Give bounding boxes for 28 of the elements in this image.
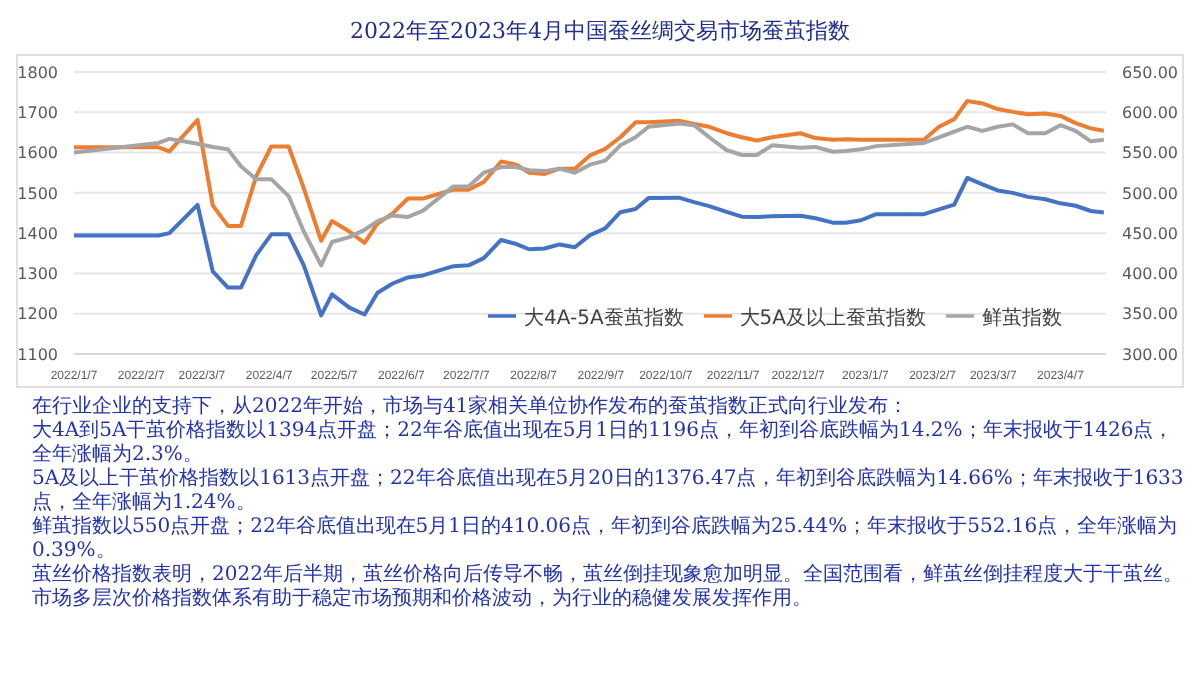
- text: 5A及以上干茧价格指数以1613点开盘；22年谷底值出现在5月20日的1376.47点，年初到谷底跌幅为14.66%；年末报收于1633点，全年涨幅为1.24%。: [32, 468, 1184, 515]
- y2-tick-label: 650.00: [1122, 63, 1178, 82]
- text: 大4A到5A干茧价格指数以1394点开盘；22年谷底值出现在5月1日的1196点，年初到谷底跌幅为14.2%；年末报收于1426点，全年涨幅为2.3%。: [32, 420, 1176, 467]
- y-tick-label: 1300: [17, 265, 58, 284]
- y2-tick-label: 600.00: [1122, 103, 1178, 122]
- y2-tick-label: 450.00: [1122, 224, 1178, 243]
- y-tick-label: 1800: [17, 63, 58, 82]
- y2-tick-label: 550.00: [1122, 144, 1178, 163]
- line-series: [74, 121, 1106, 268]
- y-tick-label: 1600: [17, 144, 58, 163]
- legend-label: 大5A及以上蚕茧指数: [739, 308, 926, 330]
- legend-label: 大4A-5A蚕茧指数: [524, 308, 684, 330]
- y2-tick-label: 350.00: [1122, 305, 1178, 324]
- text: 在行业企业的支持下，从2022年开始，市场与41家相关单位协作发布的蚕茧指数正式向行业发布：: [32, 396, 911, 419]
- legend-label: 鲜茧指数: [982, 308, 1062, 330]
- y-tick-label: 1200: [17, 305, 58, 324]
- y2-tick-label: 500.00: [1122, 184, 1178, 203]
- y2-tick-label: 300.00: [1122, 345, 1178, 364]
- y-tick-label: 1100: [17, 345, 58, 364]
- text: 茧丝价格指数表明，2022年后半期，茧丝价格向后传导不畅，茧丝倒挂现象愈加明显。全国范围看，鲜茧丝倒挂程度大于干茧丝。: [32, 564, 1184, 587]
- text: 鲜茧指数以550点开盘；22年谷底值出现在5月1日的410.06点，年初到谷底跌幅为25.44%；年末报收于552.16点，全年涨幅为0.39%。: [32, 516, 1180, 563]
- line-series: [74, 99, 1106, 245]
- text: 市场多层次价格指数体系有助于稳定市场预期和价格波动，为行业的稳健发展发挥作用。: [32, 588, 814, 612]
- y-tick-label: 1400: [17, 224, 58, 243]
- y2-tick-label: 400.00: [1122, 265, 1178, 284]
- y-tick-label: 1500: [17, 184, 58, 203]
- y-tick-label: 1700: [17, 103, 58, 122]
- chart-title: 2022年至2023年4月中国蚕丝绸交易市场蚕茧指数: [348, 16, 852, 46]
